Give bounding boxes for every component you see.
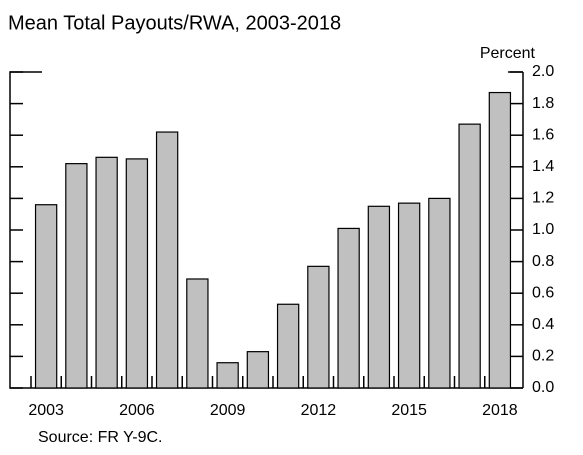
bar — [34, 204, 58, 389]
bar — [367, 205, 391, 389]
y-tick-label: 1.2 — [532, 190, 554, 207]
bar — [428, 197, 451, 389]
y-tick-label: 0.8 — [532, 253, 554, 270]
bar — [216, 362, 239, 389]
y-tick-label: 1.4 — [532, 158, 554, 175]
y-tick-label: 0.2 — [532, 348, 554, 365]
y-tick-label: 1.8 — [532, 95, 554, 112]
x-tick-label: 2003 — [28, 402, 64, 419]
y-tick-label: 1.0 — [532, 221, 554, 238]
bar — [458, 123, 481, 389]
bar — [65, 163, 88, 389]
x-tick-label: 2018 — [482, 402, 518, 419]
bar — [186, 278, 209, 389]
x-tick-label: 2009 — [210, 402, 246, 419]
bar — [155, 131, 179, 389]
chart-title: Mean Total Payouts/RWA, 2003-2018 — [8, 12, 341, 34]
y-tick-label: 0.4 — [532, 316, 554, 333]
bar — [125, 158, 149, 389]
y-tick-label: 0.0 — [532, 379, 554, 396]
x-tick-label: 2006 — [119, 402, 155, 419]
bar — [276, 303, 300, 389]
bar — [397, 202, 421, 389]
source-note: Source: FR Y-9C. — [38, 429, 163, 446]
bar — [337, 227, 360, 389]
y-tick-label: 0.6 — [532, 284, 554, 301]
x-tick-label: 2012 — [301, 402, 337, 419]
y-tick-label: 2.0 — [532, 63, 554, 80]
bar — [488, 91, 512, 389]
x-tick-label: 2015 — [391, 402, 427, 419]
unit-label: Percent — [480, 45, 536, 62]
bar — [95, 156, 118, 389]
bar — [307, 265, 330, 389]
bar — [246, 351, 270, 389]
y-tick-label: 1.6 — [532, 126, 554, 143]
